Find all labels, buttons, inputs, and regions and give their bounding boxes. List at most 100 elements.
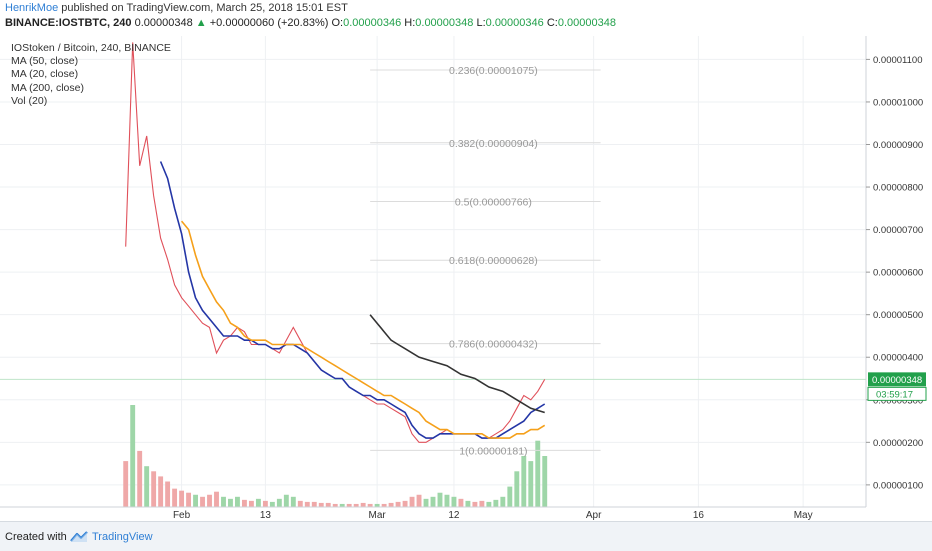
- volume-bar: [297, 500, 303, 507]
- open-value: 0.00000346: [343, 17, 402, 29]
- volume-bar: [311, 501, 317, 507]
- legend-vol[interactable]: Vol (20): [11, 94, 48, 107]
- low-value: 0.00000346: [485, 17, 544, 29]
- last-price: 0.00000348: [134, 17, 193, 29]
- volume-bar: [290, 496, 296, 507]
- volume-bar: [123, 461, 129, 507]
- countdown-label: 03:59:17: [876, 389, 913, 400]
- x-tick-label: 13: [260, 510, 272, 521]
- volume-bar: [402, 500, 408, 507]
- legend-ma50[interactable]: MA (50, close): [11, 55, 79, 68]
- y-tick-label: 0.00000900: [873, 140, 923, 151]
- volume-bar: [283, 494, 289, 507]
- volume-bar: [388, 502, 394, 507]
- symbol-label: BINANCE:IOSTBTC, 240: [5, 17, 132, 29]
- volume-bar: [444, 494, 450, 507]
- legend-ma200[interactable]: MA (200, close): [11, 81, 84, 94]
- low-label: L:: [476, 17, 486, 29]
- last-price-badge-label: 0.00000348: [872, 375, 922, 386]
- y-tick-label: 0.00000800: [873, 183, 923, 194]
- volume-bar: [367, 503, 373, 507]
- last-price-badge: [868, 372, 926, 387]
- volume-bar: [465, 500, 471, 507]
- legend-title: IOStoken / Bitcoin, 240, BINANCE: [11, 42, 171, 54]
- fib-level-label: 0.786(0.00000432): [449, 339, 538, 351]
- volume-bar: [165, 481, 171, 507]
- ma50-line: [180, 220, 546, 439]
- y-tick-label: 0.00000600: [873, 268, 923, 279]
- volume-bar: [360, 502, 366, 507]
- volume-bar: [200, 496, 205, 507]
- volume-bar: [353, 503, 359, 507]
- tradingview-logo-icon[interactable]: [70, 530, 90, 544]
- symbol-line: BINANCE:IOSTBTC, 240 0.00000348 ▲ +0.000…: [5, 17, 616, 29]
- volume-bar: [395, 501, 401, 507]
- volume-bar: [269, 501, 275, 507]
- volume-bar: [137, 450, 143, 507]
- indicator-legend: IOStoken / Bitcoin, 240, BINANCE MA (50,…: [11, 42, 171, 108]
- volume-bar: [486, 501, 492, 507]
- chart-header: HenrikMoe published on TradingView.com, …: [0, 0, 932, 36]
- volume-bar: [235, 496, 240, 507]
- volume-bar: [325, 502, 331, 507]
- change-arrow-icon: ▲: [195, 17, 207, 29]
- volume-bar: [158, 476, 164, 507]
- price-chart[interactable]: 0.236(0.00001075) 0.382(0.00000904) 0.5(0.…: [0, 36, 932, 521]
- volume-bar: [193, 494, 198, 507]
- volume-bar: [130, 405, 136, 507]
- volume-bar: [172, 488, 178, 507]
- y-tick-label: 0.00000500: [873, 310, 923, 321]
- tradingview-brand-link[interactable]: TradingView: [92, 531, 153, 543]
- volume-bar: [437, 492, 443, 507]
- volume-bar: [514, 471, 520, 507]
- x-tick-label: May: [794, 510, 813, 521]
- volume-bar: [332, 503, 338, 507]
- volume-bar: [221, 496, 226, 507]
- volume-bar: [144, 466, 150, 507]
- volume-bar: [318, 502, 324, 507]
- volume-bar: [381, 503, 387, 507]
- author-link[interactable]: HenrikMoe: [5, 2, 59, 14]
- volume-bar: [241, 499, 247, 507]
- volume-bar: [521, 456, 527, 507]
- volume-bar: [276, 498, 282, 507]
- close-label: C:: [546, 17, 558, 29]
- volume-bar: [255, 498, 261, 507]
- volume-bar: [214, 491, 219, 507]
- x-tick-label: Feb: [173, 510, 191, 521]
- created-with-text: Created with: [5, 531, 67, 543]
- y-tick-label: 0.00000200: [873, 438, 923, 449]
- x-tick-label: Apr: [586, 510, 602, 521]
- y-tick-label: 0.00000400: [873, 353, 923, 364]
- y-tick-label: 0.00001000: [873, 97, 923, 108]
- volume-bar: [374, 503, 380, 507]
- volume-bar: [528, 461, 534, 507]
- x-tick-label: 12: [448, 510, 460, 521]
- volume-bar: [423, 498, 429, 507]
- volume-bar: [409, 496, 415, 507]
- ma200-line: [369, 314, 545, 414]
- volume-bar: [507, 486, 513, 507]
- y-tick-label: 0.00001100: [873, 55, 923, 66]
- volume-bar: [451, 496, 457, 507]
- high-value: 0.00000348: [415, 17, 474, 29]
- high-label: H:: [404, 17, 416, 29]
- volume-bar: [416, 494, 422, 507]
- volume-bar: [207, 494, 212, 507]
- volume-bar: [228, 498, 233, 507]
- legend-ma20[interactable]: MA (20, close): [11, 68, 79, 81]
- volume-bar: [493, 499, 499, 507]
- published-text: published on TradingView.com, March 25, …: [58, 2, 348, 14]
- volume-bar: [472, 501, 478, 507]
- x-tick-label: 16: [693, 510, 705, 521]
- fib-level-label: 0.236(0.00001075): [449, 65, 538, 77]
- close-value: 0.00000348: [557, 17, 616, 29]
- volume-bar: [304, 501, 310, 507]
- footer-bar: Created with TradingView: [0, 521, 932, 551]
- volume-bar: [248, 500, 254, 507]
- y-tick-label: 0.00000700: [873, 225, 923, 236]
- y-tick-label: 0.00000100: [873, 480, 923, 491]
- volume-bar: [535, 440, 541, 507]
- fib-level-label: 0.5(0.00000766): [455, 197, 532, 209]
- x-tick-label: Mar: [369, 510, 387, 521]
